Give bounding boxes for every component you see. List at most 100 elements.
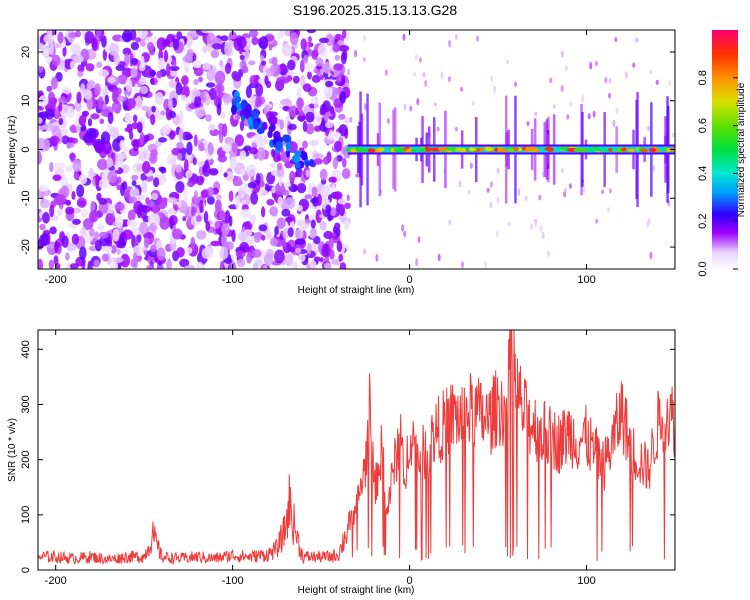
noise-blob xyxy=(166,258,172,269)
noise-blob xyxy=(255,96,262,108)
sparse-dot xyxy=(448,39,452,48)
noise-blob xyxy=(141,180,148,193)
noise-blob xyxy=(83,218,94,231)
noise-blob xyxy=(224,258,233,264)
noise-blob xyxy=(302,83,312,92)
noise-blob xyxy=(132,139,140,152)
noise-blob xyxy=(280,99,291,105)
noise-blob xyxy=(218,129,224,144)
noise-blob xyxy=(286,75,293,82)
noise-blob xyxy=(156,247,166,261)
sparse-dot xyxy=(375,253,379,262)
noise-blob xyxy=(315,57,324,67)
sparse-dot xyxy=(437,253,441,262)
noise-blob xyxy=(289,170,296,183)
noise-blob xyxy=(248,147,258,155)
sparse-dot xyxy=(417,236,421,243)
noise-blob xyxy=(269,162,276,168)
noise-blob xyxy=(304,194,313,200)
sparse-dot xyxy=(668,80,672,86)
noise-blob xyxy=(139,221,148,235)
noise-blob xyxy=(175,181,185,193)
noise-blob xyxy=(90,113,100,120)
noise-blob xyxy=(183,45,188,53)
noise-blob xyxy=(116,184,121,191)
noise-blob xyxy=(312,112,322,126)
sparse-dot xyxy=(514,81,517,87)
sparse-dot xyxy=(652,165,656,172)
noise-blob xyxy=(127,209,136,222)
sparse-dot xyxy=(649,70,653,75)
sparse-dot xyxy=(409,105,413,112)
feature-blob xyxy=(231,104,237,115)
noise-blob xyxy=(187,30,198,38)
noise-blob xyxy=(332,43,341,53)
noise-blob xyxy=(111,90,120,104)
noise-blob xyxy=(186,247,193,254)
noise-blob xyxy=(43,138,51,151)
noise-blob xyxy=(328,176,337,183)
sparse-dot xyxy=(507,221,511,227)
noise-blob xyxy=(217,85,222,99)
noise-blob xyxy=(142,161,151,174)
sparse-dot xyxy=(486,188,490,193)
noise-blob xyxy=(306,30,317,34)
noise-blob xyxy=(336,240,343,252)
noise-blob xyxy=(209,123,216,131)
noise-blob xyxy=(108,42,120,56)
signal-peak xyxy=(417,147,427,152)
noise-blob xyxy=(97,96,104,110)
noise-blob xyxy=(182,187,189,202)
sparse-dot xyxy=(471,100,475,106)
sparse-dot xyxy=(541,231,545,240)
sparse-dot xyxy=(604,76,608,84)
noise-blob xyxy=(245,85,252,99)
noise-blob xyxy=(132,252,138,265)
noise-blob xyxy=(38,138,46,150)
noise-blob xyxy=(337,198,347,205)
noise-blob xyxy=(48,259,54,269)
noise-blob xyxy=(167,197,178,204)
noise-blob xyxy=(228,190,234,202)
noise-blob xyxy=(119,139,126,150)
signal-peak xyxy=(377,147,385,152)
feature-blob xyxy=(294,154,300,165)
noise-blob xyxy=(243,229,253,237)
noise-blob xyxy=(260,60,267,66)
sparse-dot xyxy=(534,219,538,228)
noise-blob xyxy=(179,110,184,124)
noise-blob xyxy=(57,31,64,44)
noise-blob xyxy=(124,114,133,125)
noise-blob xyxy=(287,59,296,71)
noise-blob xyxy=(250,191,259,205)
noise-blob xyxy=(199,199,204,213)
noise-blob xyxy=(75,30,81,38)
noise-blob xyxy=(134,83,139,93)
noise-blob xyxy=(305,111,315,123)
noise-blob xyxy=(305,63,315,73)
noise-blob xyxy=(258,36,269,50)
noise-blob xyxy=(106,157,113,168)
noise-blob xyxy=(72,218,81,225)
noise-blob xyxy=(70,60,75,70)
noise-blob xyxy=(341,168,351,180)
noise-blob xyxy=(136,121,143,134)
noise-blob xyxy=(323,230,334,240)
noise-blob xyxy=(274,249,285,264)
noise-blob xyxy=(292,261,299,269)
noise-blob xyxy=(205,82,216,88)
noise-blob xyxy=(251,36,259,46)
noise-blob xyxy=(180,94,187,102)
noise-blob xyxy=(42,212,50,224)
noise-blob xyxy=(166,63,171,77)
noise-blob xyxy=(329,105,334,115)
noise-blob xyxy=(203,210,209,224)
sparse-dot xyxy=(534,111,538,117)
noise-blob xyxy=(243,221,253,231)
noise-blob xyxy=(149,69,157,77)
feature-blob xyxy=(304,160,310,168)
noise-blob xyxy=(76,122,81,134)
noise-blob xyxy=(301,203,307,212)
signal-peak xyxy=(485,147,494,152)
